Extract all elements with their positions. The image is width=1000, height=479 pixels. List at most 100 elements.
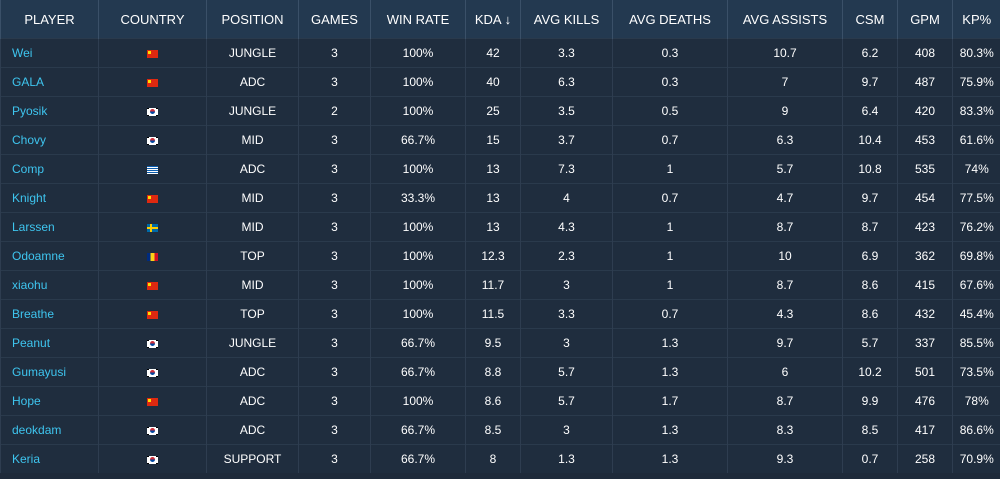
avg-deaths-cell: 1 — [612, 270, 728, 300]
player-cell: Knight — [0, 183, 99, 213]
avg-deaths-cell: 1.3 — [612, 328, 728, 358]
column-header-avg-kills[interactable]: AVG KILLS — [520, 0, 613, 39]
position-cell: ADC — [206, 357, 299, 387]
player-link[interactable]: Larssen — [12, 220, 55, 234]
avg-assists-cell: 8.3 — [727, 415, 843, 445]
column-header-avg-deaths[interactable]: AVG DEATHS — [612, 0, 728, 39]
avg-assists-cell: 6.3 — [727, 125, 843, 155]
column-header-country[interactable]: COUNTRY — [98, 0, 207, 39]
position-cell: SUPPORT — [206, 444, 299, 473]
csm-cell: 8.6 — [842, 270, 898, 300]
column-header-player[interactable]: PLAYER — [0, 0, 99, 39]
player-link[interactable]: Wei — [12, 46, 33, 60]
player-link[interactable]: Gumayusi — [12, 365, 67, 379]
avg-assists-cell: 4.3 — [727, 299, 843, 329]
player-cell: Hope — [0, 386, 99, 416]
kda-cell: 8 — [465, 444, 521, 473]
kda-cell: 9.5 — [465, 328, 521, 358]
column-header-csm[interactable]: CSM — [842, 0, 898, 39]
win-rate-cell: 66.7% — [370, 357, 466, 387]
win-rate-cell: 100% — [370, 96, 466, 126]
player-link[interactable]: Chovy — [12, 133, 47, 147]
position-cell: TOP — [206, 241, 299, 271]
avg-kills-cell: 3.3 — [520, 299, 613, 329]
player-cell: Peanut — [0, 328, 99, 358]
player-link[interactable]: Pyosik — [12, 104, 48, 118]
kp-cell: 86.6% — [952, 415, 1000, 445]
player-cell: Breathe — [0, 299, 99, 329]
avg-deaths-cell: 0.7 — [612, 183, 728, 213]
country-flag-icon — [147, 397, 158, 406]
player-link[interactable]: deokdam — [12, 423, 62, 437]
player-link[interactable]: Comp — [12, 162, 45, 176]
player-cell: Gumayusi — [0, 357, 99, 387]
avg-assists-cell: 6 — [727, 357, 843, 387]
column-header-gpm[interactable]: GPM — [897, 0, 953, 39]
position-cell: MID — [206, 125, 299, 155]
column-header-kda[interactable]: KDA ↓ — [465, 0, 521, 39]
avg-kills-cell: 4 — [520, 183, 613, 213]
win-rate-cell: 66.7% — [370, 444, 466, 473]
games-cell: 3 — [298, 270, 371, 300]
avg-deaths-cell: 0.3 — [612, 67, 728, 97]
position-cell: ADC — [206, 67, 299, 97]
country-cell — [98, 444, 207, 473]
kda-cell: 12.3 — [465, 241, 521, 271]
table-row: Keria SUPPORT 3 66.7% 8 1.3 1.3 9.3 0.7 258 70.9% — [0, 444, 1000, 473]
player-link[interactable]: Odoamne — [12, 249, 65, 263]
avg-assists-cell: 4.7 — [727, 183, 843, 213]
column-header-position[interactable]: POSITION — [206, 0, 299, 39]
column-header-label: COUNTRY — [120, 11, 185, 27]
avg-assists-cell: 7 — [727, 67, 843, 97]
country-cell — [98, 357, 207, 387]
column-header-kp[interactable]: KP% — [952, 0, 1000, 39]
gpm-cell: 337 — [897, 328, 953, 358]
csm-cell: 10.2 — [842, 357, 898, 387]
win-rate-cell: 100% — [370, 67, 466, 97]
csm-cell: 10.4 — [842, 125, 898, 155]
country-flag-icon — [147, 107, 158, 116]
avg-kills-cell: 5.7 — [520, 357, 613, 387]
position-cell: ADC — [206, 386, 299, 416]
player-link[interactable]: GALA — [12, 75, 45, 89]
csm-cell: 0.7 — [842, 444, 898, 473]
column-header-label: WIN RATE — [386, 11, 450, 27]
position-cell: TOP — [206, 299, 299, 329]
kp-cell: 45.4% — [952, 299, 1000, 329]
country-cell — [98, 67, 207, 97]
position-cell: MID — [206, 183, 299, 213]
player-link[interactable]: Hope — [12, 394, 41, 408]
position-cell: JUNGLE — [206, 38, 299, 68]
avg-kills-cell: 3 — [520, 415, 613, 445]
kp-cell: 77.5% — [952, 183, 1000, 213]
kda-cell: 11.5 — [465, 299, 521, 329]
player-link[interactable]: Keria — [12, 452, 41, 466]
kp-cell: 70.9% — [952, 444, 1000, 473]
position-cell: MID — [206, 212, 299, 242]
player-link[interactable]: Knight — [12, 191, 47, 205]
csm-cell: 5.7 — [842, 328, 898, 358]
kp-cell: 76.2% — [952, 212, 1000, 242]
avg-assists-cell: 9 — [727, 96, 843, 126]
table-row: xiaohu MID 3 100% 11.7 3 1 8.7 8.6 415 67.6% — [0, 270, 1000, 300]
win-rate-cell: 100% — [370, 212, 466, 242]
kda-cell: 15 — [465, 125, 521, 155]
games-cell: 3 — [298, 415, 371, 445]
column-header-games[interactable]: GAMES — [298, 0, 371, 39]
player-link[interactable]: Breathe — [12, 307, 55, 321]
player-cell: GALA — [0, 67, 99, 97]
kda-cell: 8.6 — [465, 386, 521, 416]
country-flag-icon — [147, 223, 158, 232]
kda-cell: 11.7 — [465, 270, 521, 300]
gpm-cell: 432 — [897, 299, 953, 329]
games-cell: 3 — [298, 328, 371, 358]
kp-cell: 69.8% — [952, 241, 1000, 271]
avg-assists-cell: 10.7 — [727, 38, 843, 68]
table-row: Breathe TOP 3 100% 11.5 3.3 0.7 4.3 8.6 432 45.4% — [0, 299, 1000, 329]
player-link[interactable]: Peanut — [12, 336, 51, 350]
player-link[interactable]: xiaohu — [12, 278, 48, 292]
column-header-win-rate[interactable]: WIN RATE — [370, 0, 466, 39]
country-flag-icon — [147, 455, 158, 464]
csm-cell: 8.6 — [842, 299, 898, 329]
column-header-avg-assists[interactable]: AVG ASSISTS — [727, 0, 843, 39]
